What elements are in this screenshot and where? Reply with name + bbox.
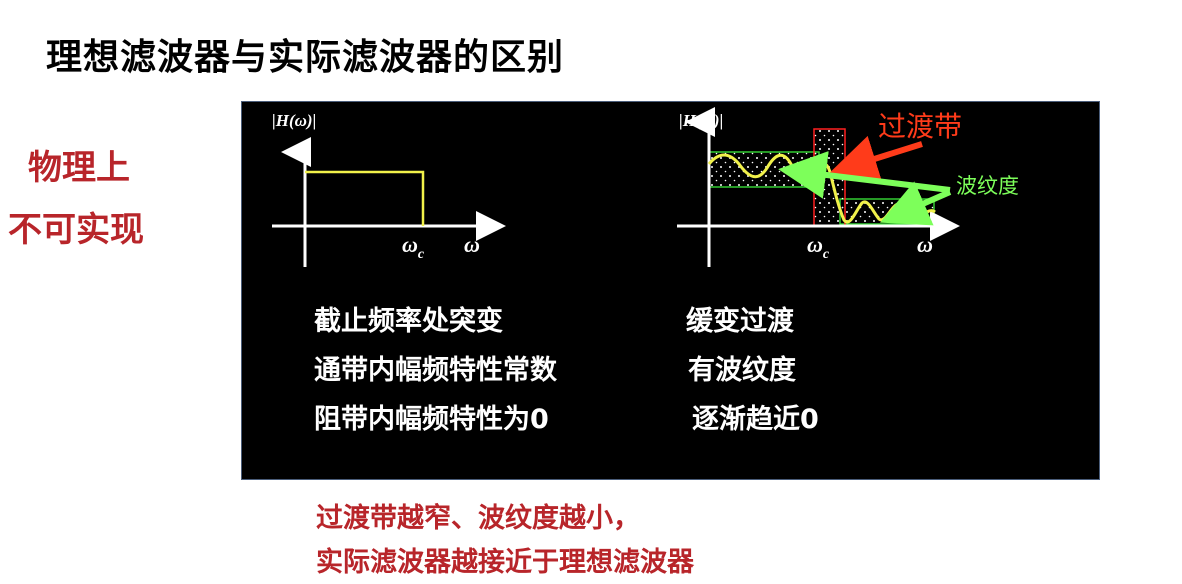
real-text-1: 缓变过渡 <box>686 306 794 337</box>
transition-band-arrow <box>829 135 923 182</box>
ripple-label: 波纹度 <box>956 174 1019 198</box>
ideal-cutoff-label: ωc <box>402 232 425 262</box>
side-label-line1: 物理上 <box>28 148 130 188</box>
filter-diagrams: |H(ω)| ωc ω |H(ω)| ωc ω 过渡带 波纹度 <box>272 107 1019 267</box>
ideal-x-axis-label: ω <box>464 232 480 257</box>
side-label-line2: 不可实现 <box>8 210 144 250</box>
page-title: 理想滤波器与实际滤波器的区别 <box>46 37 565 78</box>
real-filter-plot: |H(ω)| ωc ω 过渡带 波纹度 <box>677 107 1019 267</box>
ideal-response-curve <box>305 170 425 226</box>
ripple-arrow-stopband <box>880 181 952 226</box>
ideal-y-axis-label: |H(ω)| <box>272 111 316 130</box>
conclusion-line2: 实际滤波器越接近于理想滤波器 <box>316 547 694 578</box>
ideal-text-3: 阻带内幅频特性为0 <box>314 404 549 435</box>
transition-band-label: 过渡带 <box>878 110 962 143</box>
filter-comparison-panel: |H(ω)| ωc ω |H(ω)| ωc ω 过渡带 波纹度 截止频率处突变 … <box>241 101 1100 480</box>
real-cutoff-label: ωc <box>807 232 830 262</box>
ideal-text-2: 通带内幅频特性常数 <box>314 355 557 386</box>
conclusion-line1: 过渡带越窄、波纹度越小， <box>316 503 640 534</box>
real-x-axis-label: ω <box>917 232 933 257</box>
ideal-filter-plot: |H(ω)| ωc ω <box>272 111 506 267</box>
real-text-3: 逐渐趋近0 <box>692 404 819 435</box>
ideal-text-1: 截止频率处突变 <box>314 306 503 337</box>
real-text-2: 有波纹度 <box>688 355 796 386</box>
real-y-axis-label: |H(ω)| <box>679 111 723 130</box>
